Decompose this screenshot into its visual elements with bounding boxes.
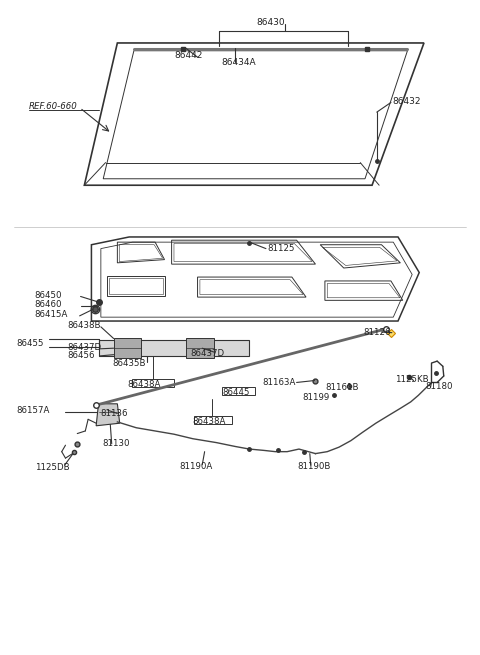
Text: 81190A: 81190A (180, 462, 213, 471)
Text: 81126: 81126 (363, 328, 391, 337)
Text: 81163A: 81163A (263, 378, 296, 387)
Text: 81190B: 81190B (298, 462, 331, 471)
Text: 86455: 86455 (16, 339, 44, 348)
Text: 86430: 86430 (256, 18, 285, 27)
Text: 81130: 81130 (102, 440, 130, 449)
Text: 81199: 81199 (302, 393, 329, 402)
Text: 81136: 81136 (101, 409, 128, 418)
Polygon shape (98, 341, 250, 356)
Text: 86157A: 86157A (16, 406, 49, 415)
Text: 86434A: 86434A (221, 58, 256, 67)
Text: 86438A: 86438A (128, 380, 161, 389)
Text: 86445: 86445 (222, 388, 250, 397)
Text: 86415A: 86415A (35, 310, 68, 319)
Text: 86438A: 86438A (192, 417, 225, 426)
Text: 86438B: 86438B (68, 321, 101, 330)
Text: 81180: 81180 (425, 383, 452, 392)
Polygon shape (96, 403, 120, 426)
Text: 86437D: 86437D (191, 349, 225, 358)
Text: 81161B: 81161B (326, 383, 360, 392)
Text: 86435B: 86435B (113, 359, 146, 368)
Text: 86456: 86456 (68, 352, 96, 360)
Text: 81125: 81125 (267, 244, 295, 253)
Polygon shape (114, 339, 141, 358)
Text: 86442: 86442 (174, 51, 203, 60)
Text: REF.60-660: REF.60-660 (29, 102, 77, 111)
Text: 1125DB: 1125DB (35, 463, 70, 472)
Text: 86460: 86460 (35, 301, 62, 309)
Text: 86450: 86450 (35, 291, 62, 300)
Text: 86437D: 86437D (68, 343, 102, 352)
Text: 86432: 86432 (392, 97, 420, 105)
Text: 1125KB: 1125KB (395, 375, 428, 384)
Polygon shape (186, 339, 214, 358)
